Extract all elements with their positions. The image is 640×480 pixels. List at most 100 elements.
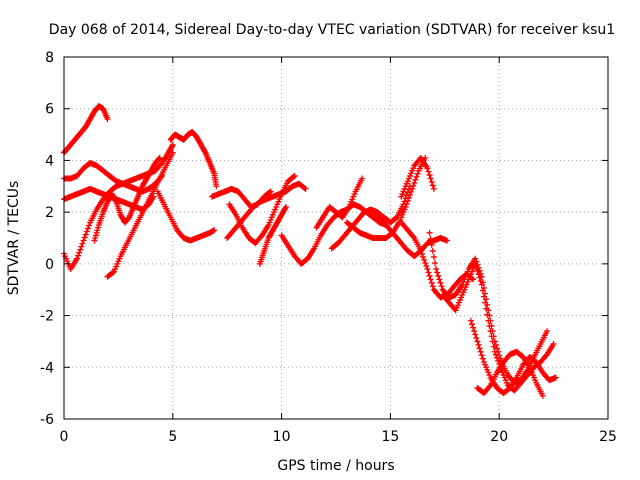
data-point [291,172,298,179]
data-point [282,205,289,212]
data-point [542,352,549,359]
data-point [469,321,475,328]
data-point [267,188,274,195]
chart-title: Day 068 of 2014, Sidereal Day-to-day VTE… [49,22,615,38]
data-point [486,383,493,390]
data-point [476,274,483,281]
satellite-track-12 [256,203,289,267]
data-point [428,241,435,248]
data-point [437,279,444,286]
data-point [472,331,479,338]
data-point [486,322,493,329]
data-point [86,222,93,229]
data-point [436,276,443,283]
data-point [420,253,427,260]
x-tick-label: 5 [168,429,177,445]
data-point [479,287,486,294]
data-point [412,176,419,183]
satellite-track-5 [91,154,163,244]
data-point [484,311,491,318]
x-tick-label: 0 [60,429,69,445]
data-point [472,255,479,262]
data-point [80,237,87,244]
x-axis-label: GPS time / hours [277,458,394,474]
satellite-track-18 [398,154,437,200]
satellite-track-1 [61,103,111,156]
data-point [427,276,434,283]
data-point [438,283,445,290]
data-point [82,231,89,238]
data-point [282,203,289,210]
data-point [257,233,264,240]
data-point [169,149,176,156]
satellite-track-2 [61,141,176,273]
data-point [482,299,489,306]
data-point [426,172,433,179]
data-point [104,116,111,123]
data-point [470,324,477,331]
data-point [427,235,434,242]
data-point [477,278,484,285]
data-point [112,197,119,204]
data-point [425,269,432,276]
data-point [473,264,480,271]
data-point [424,165,431,172]
data-point [494,345,501,352]
data-point [213,183,220,190]
data-point [479,355,486,362]
data-point [83,228,90,235]
data-point [411,179,418,186]
y-tick-label: 6 [45,102,54,118]
data-point [432,259,439,266]
data-point [290,173,297,180]
data-point [75,252,82,259]
data-point [406,191,413,198]
data-point [435,272,442,279]
data-point [487,328,494,335]
data-point [425,168,432,175]
data-point [78,243,85,250]
y-tick-label: 2 [45,205,54,221]
data-point [434,269,441,276]
y-tick-label: -4 [40,360,54,376]
y-tick-label: -2 [40,309,54,325]
data-point [478,281,485,288]
axis-ticks: 0 5 10 15 20 25 -6 -4 -2 0 2 4 6 8 [40,50,617,445]
data-point [156,154,163,161]
x-tick-label: 15 [381,429,399,445]
data-point [482,290,489,297]
data-point [443,237,450,244]
satellite-track-7 [154,188,218,244]
satellite-track-8 [167,128,220,190]
data-point [81,234,88,241]
data-point [474,267,481,274]
data-point [429,283,436,290]
data-point [429,182,436,189]
x-tick-label: 20 [490,429,508,445]
data-point [156,155,163,162]
data-point [552,374,559,381]
data-point [429,247,436,254]
data-point [201,148,208,155]
y-tick-label: 0 [45,257,54,273]
data-point [471,328,478,335]
data-point [426,272,433,279]
y-tick-label: 4 [45,153,54,169]
data-point [266,189,273,196]
data-point [404,197,411,204]
data-point [79,240,86,247]
data-point [539,392,546,399]
satellite-track-20 [426,229,551,386]
data-point [494,354,501,361]
data-point [402,203,409,210]
data-point [418,250,425,257]
data-point [405,194,412,201]
data-point [476,345,483,352]
data-point [491,348,498,355]
data-point [76,249,83,256]
data-point [478,352,485,359]
data-point [428,279,435,286]
data-point [422,259,429,266]
plot-border [63,56,609,420]
